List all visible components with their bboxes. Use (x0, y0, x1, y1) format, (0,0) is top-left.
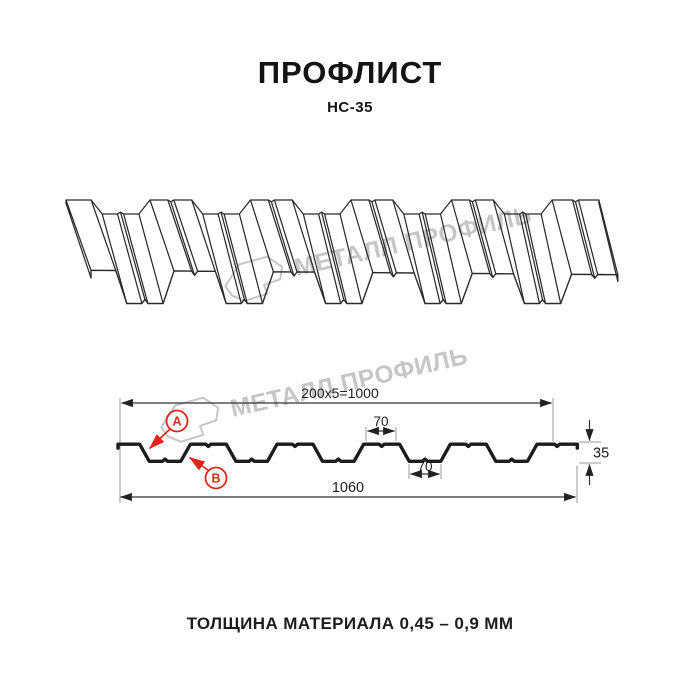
cross-section-drawing: 200x5=1000 1060 70 70 35 A B (116, 385, 609, 503)
annotations: A B (148, 409, 228, 490)
product-code: НС-35 (327, 99, 373, 116)
extension-lines (119, 398, 601, 503)
dimension-module: 200x5=1000 (301, 385, 379, 401)
thickness-note: ТОЛЩИНА МАТЕРИАЛА 0,45 – 0,9 ММ (186, 614, 514, 633)
label-b: B (211, 472, 220, 486)
label-a: A (172, 415, 181, 429)
product-title: ПРОФЛИСТ (257, 55, 443, 90)
leader-a (148, 428, 171, 450)
dimension-height: 35 (593, 446, 609, 462)
leader-b (188, 456, 209, 471)
perspective-drawing (65, 199, 619, 305)
profile-section-outline (116, 442, 579, 463)
dimension-overall-width: 1060 (332, 480, 364, 496)
dimension-top-flange: 70 (373, 414, 388, 429)
label-b-circle (204, 466, 228, 490)
label-a-circle (165, 409, 189, 433)
